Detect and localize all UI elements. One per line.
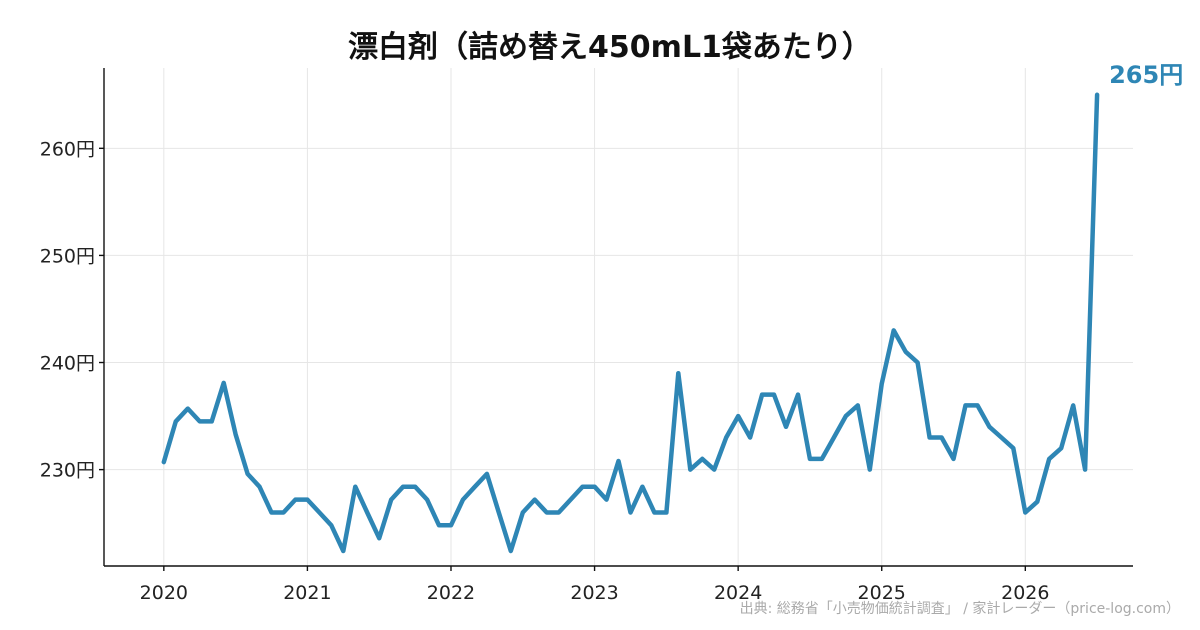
tick-label-layer: 230円 240円 250円 260円 2020 2021 2022 2023 2024 2025… <box>40 138 1050 604</box>
series-layer <box>161 92 1100 554</box>
x-tick-label: 2025 <box>858 582 906 604</box>
x-tick-label: 2021 <box>283 582 331 604</box>
x-tick-label: 2020 <box>140 582 188 604</box>
chart-title: 漂白剤（詰め替え450mL1袋あたり） <box>348 30 872 65</box>
y-tick-label: 260円 <box>40 138 95 160</box>
series-line <box>161 92 1100 554</box>
source-note: 出典: 総務省「小売物価統計調査」 / 家計レーダー（price-log.com… <box>740 600 1180 617</box>
y-tick-label: 240円 <box>40 353 95 375</box>
end-value-label: 265円 <box>1109 61 1183 89</box>
x-tick-label: 2023 <box>570 582 618 604</box>
grid-layer <box>104 68 1133 566</box>
x-tick-label: 2024 <box>714 582 762 604</box>
axis-layer <box>103 68 1133 567</box>
y-tick-label: 230円 <box>40 460 95 482</box>
x-tick-label: 2026 <box>1001 582 1049 604</box>
x-tick-label: 2022 <box>427 582 475 604</box>
y-tick-label: 250円 <box>40 245 95 267</box>
